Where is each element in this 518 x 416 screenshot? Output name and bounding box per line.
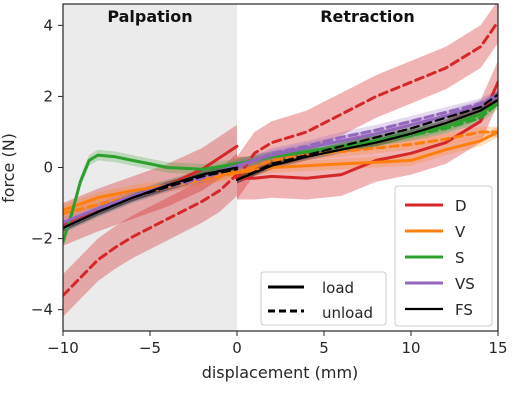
legend-fs-label: FS xyxy=(455,301,473,319)
x-tick-label: 5 xyxy=(319,339,329,357)
band-s-ret-load xyxy=(237,94,498,170)
line-fs-ret-unload xyxy=(235,93,498,181)
line-s-load xyxy=(63,153,239,244)
y-tick-label: 0 xyxy=(43,159,53,177)
x-tick-label: 0 xyxy=(232,339,242,357)
legend-s-label: S xyxy=(455,249,465,267)
legend-load-label: load xyxy=(322,279,354,297)
x-tick-label: 10 xyxy=(401,339,420,357)
line-d-ret-load xyxy=(235,80,498,180)
band-v-ret-unload xyxy=(237,126,498,179)
line-fs-ret-load xyxy=(235,98,498,181)
band-d-unload xyxy=(63,153,237,317)
region-retraction-label: Retraction xyxy=(320,7,415,26)
band-d-load xyxy=(63,124,237,246)
legend-d-label: D xyxy=(455,197,467,215)
legend-v-label: V xyxy=(455,223,466,241)
y-tick-label: −4 xyxy=(31,301,53,319)
series-lines xyxy=(63,20,498,297)
series-legend-box xyxy=(394,185,493,327)
x-axis-ticks: −10 −5 0 5 10 15 xyxy=(47,331,508,357)
region-palpation-label: Palpation xyxy=(107,7,192,26)
x-tick-label: 15 xyxy=(488,339,507,357)
line-vs-ret-unload xyxy=(235,93,498,169)
line-style-legend: load unload xyxy=(260,271,387,326)
y-tick-label: 2 xyxy=(43,87,53,105)
legend-vs-label: VS xyxy=(455,275,475,293)
line-d-ret-unload xyxy=(235,20,498,180)
band-fs-ret-unload xyxy=(237,91,498,184)
region-labels: Palpation Retraction xyxy=(107,7,414,26)
x-tick-label: −5 xyxy=(139,339,161,357)
y-tick-label: 4 xyxy=(43,16,53,34)
x-tick-label: −10 xyxy=(47,339,79,357)
line-d-unload xyxy=(63,173,239,297)
y-axis-label: force (N) xyxy=(0,133,18,203)
y-axis-ticks: −4 −2 0 2 4 xyxy=(31,16,63,319)
y-tick-label: −2 xyxy=(31,230,53,248)
line-v-load xyxy=(63,169,239,212)
line-fs-unload xyxy=(63,168,239,229)
line-s-ret-unload xyxy=(235,102,498,166)
x-axis-label: displacement (mm) xyxy=(202,363,359,382)
line-v-ret-unload xyxy=(235,130,498,175)
line-vs-ret-load xyxy=(235,94,498,168)
legend-unload-label: unload xyxy=(322,304,373,322)
line-v-ret-load xyxy=(235,130,498,175)
